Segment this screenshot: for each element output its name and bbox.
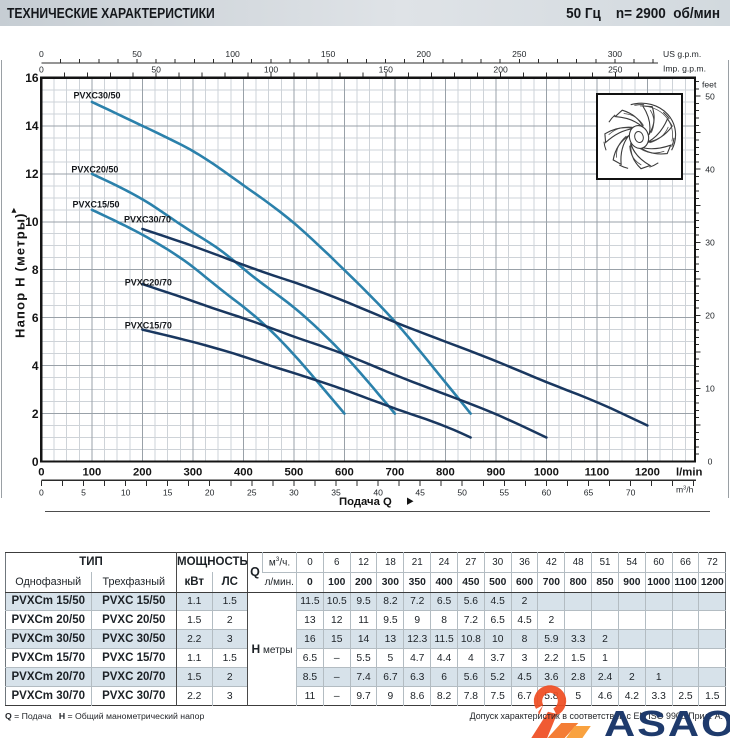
svg-text:15: 15 — [163, 487, 173, 497]
svg-text:1000: 1000 — [534, 466, 559, 478]
svg-text:10: 10 — [705, 384, 715, 394]
svg-text:300: 300 — [183, 466, 202, 478]
svg-text:65: 65 — [584, 487, 594, 497]
svg-text:50: 50 — [132, 49, 142, 59]
svg-text:400: 400 — [234, 466, 253, 478]
svg-text:0: 0 — [38, 466, 44, 478]
svg-text:900: 900 — [486, 466, 505, 478]
svg-text:0: 0 — [39, 49, 44, 59]
svg-text:30: 30 — [289, 487, 299, 497]
svg-text:0: 0 — [39, 65, 44, 75]
svg-text:6: 6 — [32, 311, 39, 325]
svg-text:US g.p.m.: US g.p.m. — [663, 49, 701, 59]
svg-text:20: 20 — [205, 487, 215, 497]
svg-text:14: 14 — [25, 119, 39, 133]
svg-text:PVXC20/50: PVXC20/50 — [71, 165, 118, 175]
svg-text:100: 100 — [225, 49, 240, 59]
svg-text:60: 60 — [542, 487, 552, 497]
svg-text:PVXC15/70: PVXC15/70 — [125, 321, 172, 331]
svg-text:35: 35 — [331, 487, 341, 497]
svg-text:200: 200 — [133, 466, 152, 478]
svg-text:300: 300 — [608, 49, 623, 59]
svg-text:25: 25 — [247, 487, 257, 497]
svg-text:10: 10 — [25, 215, 39, 229]
svg-text:0: 0 — [32, 455, 39, 469]
svg-text:PVXC20/70: PVXC20/70 — [125, 278, 172, 288]
svg-text:200: 200 — [417, 49, 432, 59]
svg-text:Напор Н (метры): Напор Н (метры) — [12, 212, 27, 338]
svg-text:600: 600 — [335, 466, 354, 478]
svg-text:4: 4 — [32, 359, 39, 373]
svg-text:2: 2 — [32, 407, 39, 421]
svg-text:250: 250 — [512, 49, 527, 59]
svg-text:m3/h: m3/h — [676, 485, 694, 495]
svg-text:40: 40 — [373, 487, 383, 497]
svg-text:Подача Q: Подача Q — [339, 496, 392, 508]
svg-text:150: 150 — [379, 65, 394, 75]
svg-text:700: 700 — [385, 466, 404, 478]
svg-text:0: 0 — [39, 487, 44, 497]
svg-text:8: 8 — [32, 263, 39, 277]
svg-text:500: 500 — [284, 466, 303, 478]
svg-text:200: 200 — [493, 65, 508, 75]
svg-text:PVXC30/70: PVXC30/70 — [124, 215, 171, 225]
svg-text:150: 150 — [321, 49, 336, 59]
svg-text:5: 5 — [81, 487, 86, 497]
svg-text:55: 55 — [500, 487, 510, 497]
svg-text:1100: 1100 — [585, 466, 610, 478]
svg-text:PVXC30/50: PVXC30/50 — [74, 91, 121, 101]
svg-text:16: 16 — [25, 71, 39, 85]
svg-text:250: 250 — [608, 65, 623, 75]
svg-text:20: 20 — [705, 311, 715, 321]
svg-text:50: 50 — [705, 91, 715, 101]
svg-text:100: 100 — [82, 466, 101, 478]
svg-text:1200: 1200 — [635, 466, 660, 478]
svg-text:45: 45 — [415, 487, 425, 497]
svg-text:50: 50 — [457, 487, 467, 497]
svg-text:40: 40 — [705, 164, 715, 174]
svg-text:70: 70 — [626, 487, 636, 497]
svg-text:12: 12 — [25, 167, 39, 181]
svg-text:feet: feet — [702, 80, 717, 90]
svg-text:10: 10 — [121, 487, 131, 497]
svg-text:30: 30 — [705, 238, 715, 248]
svg-text:Imp. g.p.m.: Imp. g.p.m. — [663, 63, 706, 73]
svg-text:0: 0 — [708, 457, 713, 467]
svg-text:PVXC15/50: PVXC15/50 — [73, 200, 120, 210]
svg-text:50: 50 — [151, 65, 161, 75]
svg-text:100: 100 — [264, 65, 279, 75]
svg-text:800: 800 — [436, 466, 455, 478]
svg-text:l/min: l/min — [676, 466, 702, 478]
